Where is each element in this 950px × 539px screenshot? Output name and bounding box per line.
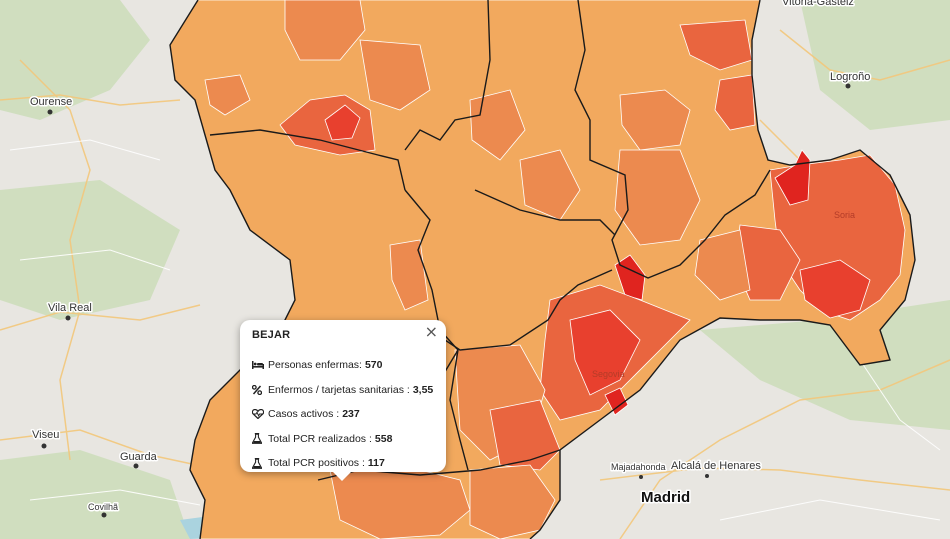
stat-label: Casos activos :	[268, 408, 340, 421]
zone-medium[interactable]	[284, 0, 366, 61]
label-majadahonda: Majadahonda	[611, 462, 666, 472]
popup-title: BEJAR	[252, 329, 291, 341]
flask-icon	[252, 433, 266, 445]
zone-very-high[interactable]	[324, 104, 361, 141]
label-segovia: Segovia	[592, 369, 625, 379]
heartbeat-icon	[252, 409, 266, 420]
stat-value: 558	[374, 432, 393, 445]
flask-icon	[252, 457, 266, 469]
zone-medium[interactable]	[694, 229, 751, 301]
stat-value: 3,55	[412, 383, 434, 396]
zone-medium[interactable]	[614, 149, 701, 246]
stat-row-casos-activos: Casos activos : 237	[252, 402, 434, 427]
stat-label: Enfermos / tarjetas sanitarias :	[268, 383, 410, 396]
zone-high[interactable]	[714, 74, 756, 131]
close-icon[interactable]: ×	[424, 322, 438, 341]
zone-extreme[interactable]	[604, 387, 629, 416]
stat-row-personas-enfermas: Personas enfermas: 570	[252, 353, 434, 378]
stat-value: 237	[342, 408, 360, 421]
label-vila-real: Vila Real	[48, 302, 92, 314]
label-madrid: Madrid	[641, 489, 690, 506]
stat-row-enfermos-tarjetas: Enfermos / tarjetas sanitarias : 3,55	[252, 378, 434, 403]
stat-row-pcr-positivos: Total PCR positivos : 117	[252, 451, 434, 476]
label-ourense: Ourense	[30, 96, 72, 108]
stat-value: 117	[367, 457, 385, 470]
label-covilha: Covilhã	[88, 502, 118, 512]
label-soria: Soria	[834, 210, 855, 220]
stat-label: Personas enfermas:	[268, 359, 362, 372]
stat-label: Total PCR positivos :	[268, 457, 365, 470]
zone-medium[interactable]	[619, 89, 691, 151]
label-vitoria: Vitoria-Gasteiz	[782, 0, 854, 8]
zone-medium[interactable]	[519, 149, 581, 221]
zone-medium[interactable]	[389, 239, 429, 311]
info-popup: × BEJAR Personas enfermas: 570 Enfermos …	[240, 320, 446, 481]
zone-medium[interactable]	[204, 74, 251, 116]
zone-very-high[interactable]	[799, 259, 871, 319]
stat-label: Total PCR realizados :	[268, 432, 372, 445]
zone-very-high[interactable]	[569, 309, 641, 396]
roads-minor	[9, 139, 941, 521]
zone-medium[interactable]	[359, 39, 431, 111]
label-viseu: Viseu	[32, 429, 59, 441]
map-labels: Ourense Vila Real Viseu Guarda Covilhã V…	[29, 0, 872, 518]
zone-high[interactable]	[489, 399, 561, 471]
percent-icon	[252, 384, 266, 395]
bed-icon	[252, 360, 266, 370]
popup-tip	[332, 471, 352, 481]
label-logrono: Logroño	[830, 71, 870, 83]
zone-medium[interactable]	[469, 89, 526, 161]
label-alcala: Alcalá de Henares	[671, 460, 761, 472]
stat-row-pcr-realizados: Total PCR realizados : 558	[252, 427, 434, 452]
zone-high[interactable]	[679, 19, 753, 71]
stat-value: 570	[364, 359, 383, 372]
label-guarda: Guarda	[120, 451, 158, 463]
